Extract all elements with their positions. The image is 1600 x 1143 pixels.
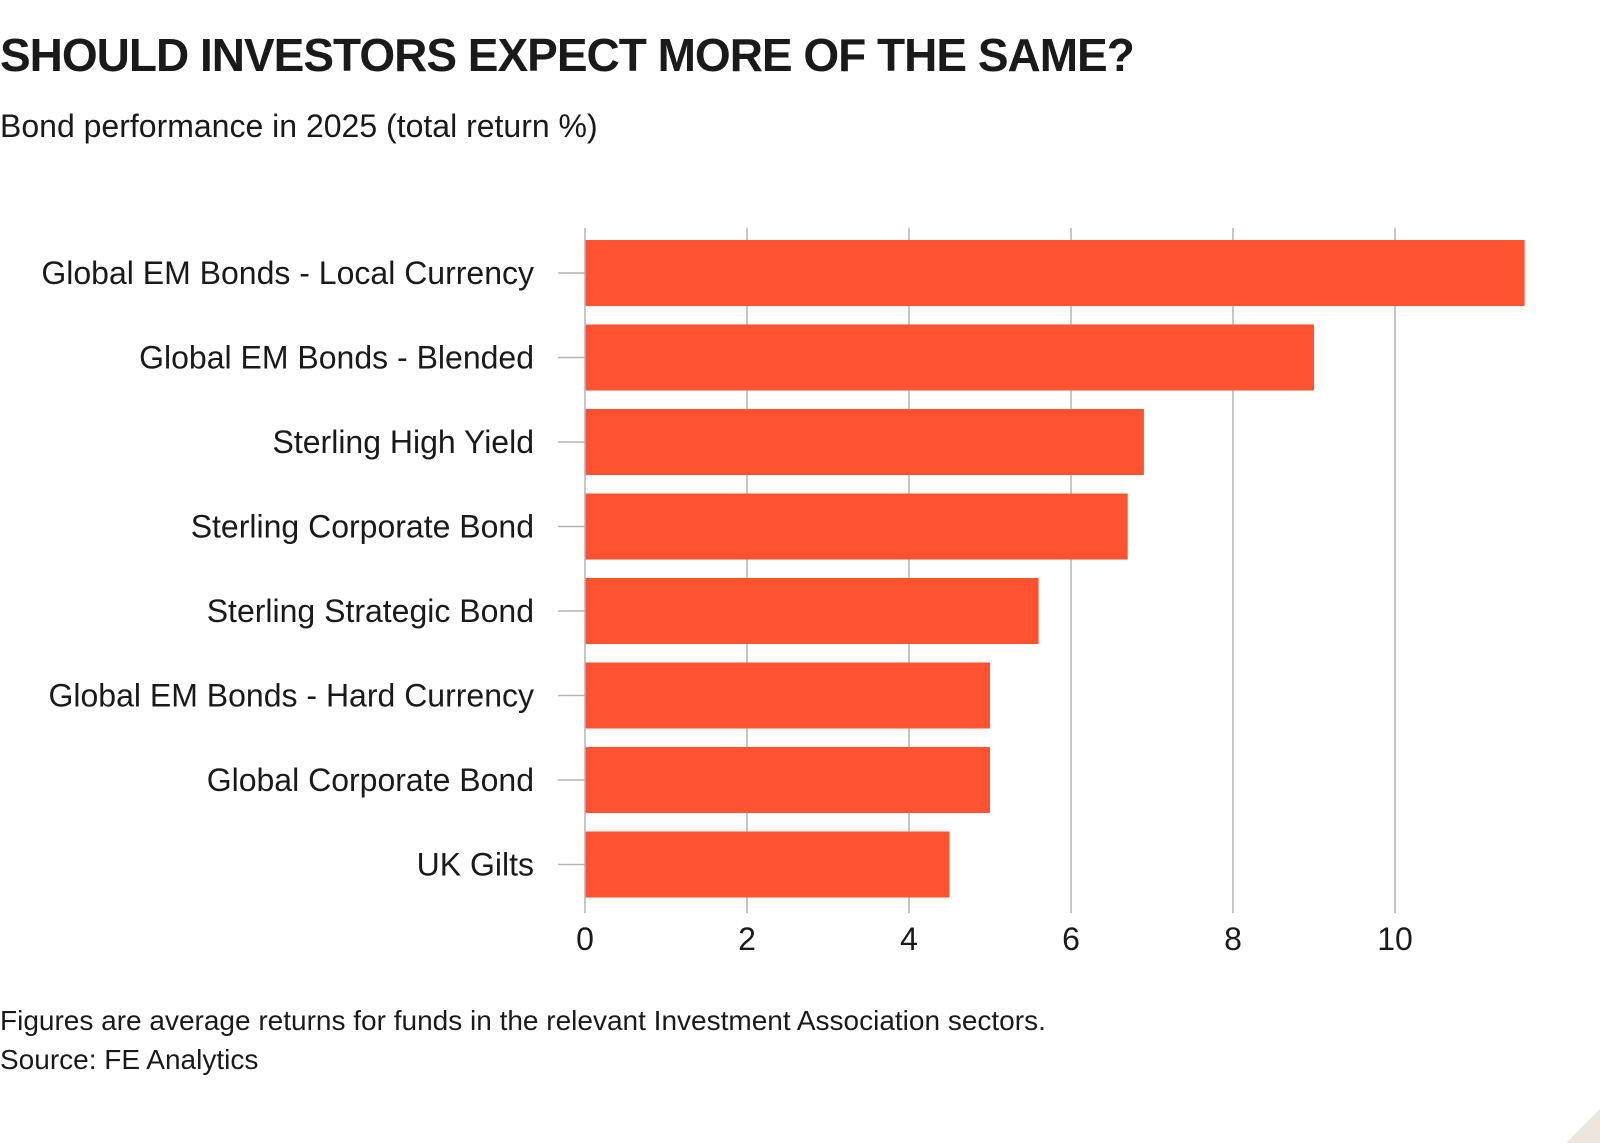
- bar-4: [585, 578, 1039, 644]
- category-label-0: Global EM Bonds - Local Currency: [41, 255, 534, 291]
- chart-title: SHOULD INVESTORS EXPECT MORE OF THE SAME…: [0, 29, 1135, 81]
- category-labels: Global EM Bonds - Local Currency Global E…: [41, 255, 534, 883]
- bar-3: [585, 493, 1128, 560]
- category-label-2: Sterling High Yield: [273, 424, 534, 460]
- bar-0: [585, 240, 1525, 306]
- bar-7: [585, 831, 950, 898]
- category-label-7: UK Gilts: [417, 847, 534, 883]
- bar-5: [585, 662, 990, 729]
- chart-subtitle: Bond performance in 2025 (total return %…: [0, 108, 598, 144]
- x-tick-label-0: 0: [576, 921, 594, 957]
- category-label-3: Sterling Corporate Bond: [191, 509, 534, 545]
- category-label-5: Global EM Bonds - Hard Currency: [48, 678, 534, 714]
- footnote-source: Source: FE Analytics: [0, 1044, 259, 1075]
- corner-fold-decoration: [1566, 1109, 1600, 1143]
- x-tick-label-10: 10: [1377, 921, 1413, 957]
- x-tick-label-4: 4: [900, 921, 918, 957]
- x-tick-labels: 0 2 4 6 8 10: [576, 921, 1413, 957]
- category-label-6: Global Corporate Bond: [207, 762, 534, 798]
- bar-2: [585, 409, 1144, 475]
- axes: [558, 228, 586, 913]
- category-label-1: Global EM Bonds - Blended: [139, 340, 534, 376]
- x-tick-label-6: 6: [1062, 921, 1080, 957]
- bar-1: [585, 324, 1314, 391]
- x-tick-label-8: 8: [1224, 921, 1242, 957]
- x-tick-label-2: 2: [738, 921, 756, 957]
- bar-6: [585, 747, 990, 813]
- footnote-note: Figures are average returns for funds in…: [0, 1005, 1046, 1036]
- bar-chart: Global EM Bonds - Local Currency Global E…: [41, 228, 1525, 957]
- category-label-4: Sterling Strategic Bond: [207, 593, 534, 629]
- bars: [585, 240, 1525, 898]
